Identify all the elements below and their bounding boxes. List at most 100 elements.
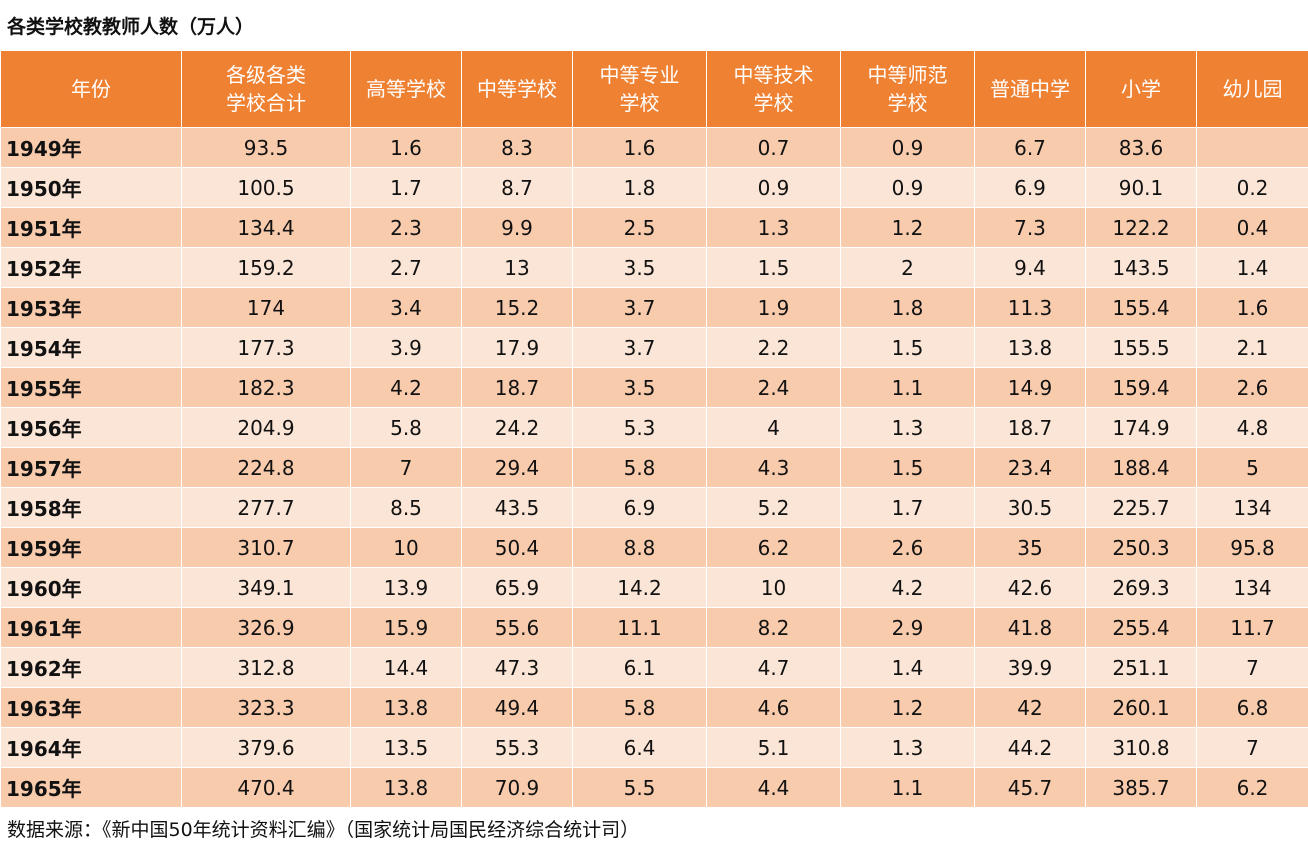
table-cell[interactable]: 0.9: [840, 127, 975, 168]
table-cell[interactable]: 4.4: [706, 767, 841, 808]
table-cell[interactable]: 42: [974, 687, 1086, 728]
table-cell[interactable]: 326.9: [181, 607, 351, 648]
table-cell[interactable]: 13.8: [974, 327, 1086, 368]
table-cell[interactable]: 6.9: [572, 487, 707, 528]
table-cell[interactable]: 5.3: [572, 407, 707, 448]
table-cell[interactable]: 1.8: [840, 287, 975, 328]
table-cell[interactable]: 14.2: [572, 567, 707, 608]
table-cell[interactable]: 1.2: [840, 687, 975, 728]
empty-cell[interactable]: [974, 0, 1086, 51]
table-cell[interactable]: 23.4: [974, 447, 1086, 488]
table-cell[interactable]: 18.7: [461, 367, 573, 408]
table-cell[interactable]: 35: [974, 527, 1086, 568]
empty-cell[interactable]: [840, 0, 975, 51]
table-cell[interactable]: 4.8: [1196, 407, 1308, 448]
table-cell[interactable]: 13: [461, 247, 573, 288]
table-cell[interactable]: 1.6: [1196, 287, 1308, 328]
table-cell[interactable]: 8.8: [572, 527, 707, 568]
table-cell[interactable]: 6.8: [1196, 687, 1308, 728]
table-cell[interactable]: 4.7: [706, 647, 841, 688]
table-cell[interactable]: 1.6: [572, 127, 707, 168]
table-title[interactable]: 各类学校教教师人数（万人）: [0, 0, 462, 51]
table-cell[interactable]: 470.4: [181, 767, 351, 808]
column-header[interactable]: 高等学校: [350, 50, 462, 128]
table-cell[interactable]: 1.2: [840, 207, 975, 248]
table-cell[interactable]: 5.8: [350, 407, 462, 448]
table-cell[interactable]: 1.8: [572, 167, 707, 208]
table-cell[interactable]: 93.5: [181, 127, 351, 168]
table-cell[interactable]: [1196, 127, 1308, 168]
table-cell[interactable]: 312.8: [181, 647, 351, 688]
source-note[interactable]: 数据来源：《新中国50年统计资料汇编》（国家统计局国民经济综合统计司）: [0, 807, 975, 849]
table-cell[interactable]: 6.2: [706, 527, 841, 568]
table-cell[interactable]: 7: [350, 447, 462, 488]
table-cell[interactable]: 323.3: [181, 687, 351, 728]
table-cell[interactable]: 1.3: [706, 207, 841, 248]
table-cell[interactable]: 39.9: [974, 647, 1086, 688]
table-cell[interactable]: 3.9: [350, 327, 462, 368]
table-cell[interactable]: 10: [706, 567, 841, 608]
table-cell[interactable]: 2.1: [1196, 327, 1308, 368]
table-cell[interactable]: 3.5: [572, 247, 707, 288]
year-cell[interactable]: 1951年: [0, 207, 182, 248]
empty-cell[interactable]: [461, 0, 573, 51]
year-cell[interactable]: 1961年: [0, 607, 182, 648]
empty-cell[interactable]: [974, 807, 1086, 849]
table-cell[interactable]: 174: [181, 287, 351, 328]
table-cell[interactable]: 13.9: [350, 567, 462, 608]
table-cell[interactable]: 6.1: [572, 647, 707, 688]
table-cell[interactable]: 204.9: [181, 407, 351, 448]
table-cell[interactable]: 90.1: [1085, 167, 1197, 208]
table-cell[interactable]: 55.6: [461, 607, 573, 648]
table-cell[interactable]: 260.1: [1085, 687, 1197, 728]
table-cell[interactable]: 55.3: [461, 727, 573, 768]
year-cell[interactable]: 1953年: [0, 287, 182, 328]
table-cell[interactable]: 1.5: [840, 327, 975, 368]
year-cell[interactable]: 1958年: [0, 487, 182, 528]
table-cell[interactable]: 269.3: [1085, 567, 1197, 608]
table-cell[interactable]: 4.3: [706, 447, 841, 488]
empty-cell[interactable]: [706, 0, 841, 51]
column-header[interactable]: 中等师范 学校: [840, 50, 975, 128]
table-cell[interactable]: 42.6: [974, 567, 1086, 608]
table-cell[interactable]: 1.4: [840, 647, 975, 688]
column-header[interactable]: 小学: [1085, 50, 1197, 128]
table-cell[interactable]: 177.3: [181, 327, 351, 368]
table-cell[interactable]: 1.7: [840, 487, 975, 528]
table-cell[interactable]: 3.7: [572, 327, 707, 368]
table-cell[interactable]: 2.2: [706, 327, 841, 368]
column-header[interactable]: 中等技术 学校: [706, 50, 841, 128]
table-cell[interactable]: 255.4: [1085, 607, 1197, 648]
table-cell[interactable]: 5: [1196, 447, 1308, 488]
table-cell[interactable]: 0.7: [706, 127, 841, 168]
table-cell[interactable]: 4.6: [706, 687, 841, 728]
table-cell[interactable]: 15.2: [461, 287, 573, 328]
table-cell[interactable]: 45.7: [974, 767, 1086, 808]
table-cell[interactable]: 70.9: [461, 767, 573, 808]
empty-cell[interactable]: [572, 0, 707, 51]
table-cell[interactable]: 41.8: [974, 607, 1086, 648]
table-cell[interactable]: 43.5: [461, 487, 573, 528]
empty-cell[interactable]: [1085, 0, 1197, 51]
year-cell[interactable]: 1955年: [0, 367, 182, 408]
table-cell[interactable]: 2.4: [706, 367, 841, 408]
column-header[interactable]: 幼儿园: [1196, 50, 1308, 128]
table-cell[interactable]: 10: [350, 527, 462, 568]
table-cell[interactable]: 2.9: [840, 607, 975, 648]
table-cell[interactable]: 385.7: [1085, 767, 1197, 808]
year-cell[interactable]: 1964年: [0, 727, 182, 768]
table-cell[interactable]: 224.8: [181, 447, 351, 488]
table-cell[interactable]: 174.9: [1085, 407, 1197, 448]
year-cell[interactable]: 1956年: [0, 407, 182, 448]
table-cell[interactable]: 188.4: [1085, 447, 1197, 488]
table-cell[interactable]: 2.6: [840, 527, 975, 568]
table-cell[interactable]: 17.9: [461, 327, 573, 368]
table-cell[interactable]: 143.5: [1085, 247, 1197, 288]
table-cell[interactable]: 3.5: [572, 367, 707, 408]
year-cell[interactable]: 1963年: [0, 687, 182, 728]
year-cell[interactable]: 1962年: [0, 647, 182, 688]
table-cell[interactable]: 2.6: [1196, 367, 1308, 408]
table-cell[interactable]: 277.7: [181, 487, 351, 528]
table-cell[interactable]: 1.5: [840, 447, 975, 488]
table-cell[interactable]: 24.2: [461, 407, 573, 448]
